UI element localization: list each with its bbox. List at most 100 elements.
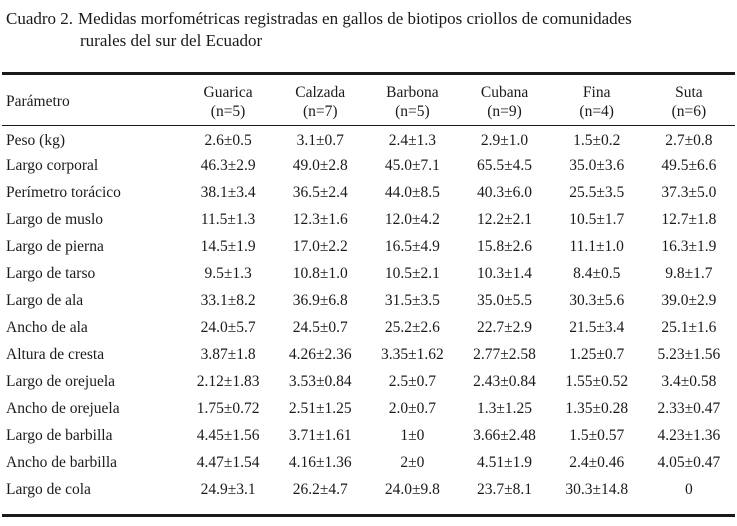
row-parameter-name: Largo de barbilla [6, 426, 113, 444]
table-cell-value: 40.3±6.0 [477, 183, 533, 201]
table-cell-value: 2.4±0.46 [569, 453, 625, 471]
table-cell-value: 65.5±4.5 [477, 156, 533, 174]
table-cell-value: 45.0±7.1 [384, 156, 440, 174]
table-cell-value: 24.0±5.7 [200, 318, 256, 336]
table-cell-value: 33.1±8.2 [200, 291, 256, 309]
table-caption: Cuadro 2. Medidas morfométricas registrad… [6, 8, 732, 52]
column-sample-size: (n=7) [302, 102, 338, 120]
table-cell-value: 0 [685, 480, 693, 498]
table-cell-value: 1.3±1.25 [477, 399, 533, 417]
table-cell-value: 3.1±0.7 [296, 131, 344, 149]
column-header-suta: Suta (n=6) [643, 78, 735, 125]
table-cell-value: 46.3±2.9 [200, 156, 256, 174]
table-cell-value: 30.3±5.6 [569, 291, 625, 309]
table-cell-value: 37.3±5.0 [661, 183, 717, 201]
row-parameter-name: Largo de tarso [6, 264, 96, 282]
caption-number: Cuadro 2. [6, 9, 74, 28]
table-cell-value: 1.5±0.2 [573, 131, 621, 149]
table-cell-value: 12.3±1.6 [292, 210, 348, 228]
table-cell-value: 3.66±2.48 [473, 426, 536, 444]
table-cell-value: 14.5±1.9 [200, 237, 256, 255]
table-cell-value: 4.47±1.54 [196, 453, 260, 471]
table-cell-value: 22.7±2.9 [477, 318, 533, 336]
column-header-guarica: Guarica (n=5) [182, 78, 274, 125]
table-cell-value: 26.2±4.7 [292, 480, 348, 498]
table-cell-value: 2.0±0.7 [388, 399, 437, 417]
table-cell-value: 9.8±1.7 [665, 264, 713, 282]
table-cell-value: 16.3±1.9 [661, 237, 717, 255]
table-row: Largo de tarso 9.5±1.3 10.8±1.0 10.5±2.1 10.… [2, 260, 735, 287]
table-cell-value: 36.5±2.4 [292, 183, 348, 201]
table-cell-value: 4.26±2.36 [288, 345, 352, 363]
column-header-parameter: Parámetro [6, 93, 70, 110]
table-cell-value: 4.51±1.9 [477, 453, 533, 471]
table-cell-value: 10.8±1.0 [292, 264, 348, 282]
row-parameter-name: Altura de cresta [6, 345, 105, 363]
table-cell-value: 25.1±1.6 [661, 318, 717, 336]
table-cell-value: 30.3±14.8 [565, 480, 629, 498]
row-parameter-name: Largo de pierna [6, 237, 104, 255]
table-cell-value: 12.0±4.2 [384, 210, 440, 228]
table-cell-value: 2.4±1.3 [388, 131, 437, 149]
table-cell-value: 1±0 [400, 426, 425, 444]
table-cell-value: 15.8±2.6 [477, 237, 533, 255]
table-cell-value: 38.1±3.4 [200, 183, 256, 201]
column-biotype-name: Calzada [295, 83, 346, 101]
column-sample-size: (n=9) [487, 102, 522, 120]
table-cell-value: 3.87±1.8 [200, 345, 256, 363]
caption-line-1: Cuadro 2. Medidas morfométricas registrad… [6, 8, 732, 30]
table-cell-value: 1.25±0.7 [569, 345, 625, 363]
caption-line-2: rurales del sur del Ecuador [80, 31, 263, 50]
table-cell-value: 39.0±2.9 [661, 291, 717, 309]
table-cell-value: 25.5±3.5 [569, 183, 625, 201]
table-cell-value: 35.0±3.6 [569, 156, 625, 174]
table-row: Largo de pierna 14.5±1.9 17.0±2.2 16.5±4.9 1… [2, 233, 735, 260]
table-cell-value: 4.05±0.47 [657, 453, 721, 471]
table-row: Perímetro torácico 38.1±3.4 36.5±2.4 44.0±8… [2, 179, 735, 206]
table-cell-value: 2.12±1.83 [196, 372, 260, 390]
table-top-rule [2, 72, 735, 75]
table-cell-value: 4.45±1.56 [196, 426, 260, 444]
row-parameter-name: Ancho de barbilla [6, 453, 118, 471]
row-parameter-name: Perímetro torácico [6, 183, 121, 201]
table-cell-value: 2.43±0.84 [473, 372, 536, 390]
table-cell-value: 10.5±2.1 [384, 264, 440, 282]
table-cell-value: 4.23±1.36 [657, 426, 721, 444]
table-cell-value: 12.2±2.1 [477, 210, 533, 228]
table-cell-value: 2.33±0.47 [657, 399, 721, 417]
morphometric-table: Parámetro Guarica (n=5) Calzada (n=7) Barbon… [2, 78, 735, 503]
table-cell-value: 24.9±3.1 [200, 480, 256, 498]
row-parameter-name: Largo corporal [6, 156, 99, 174]
column-sample-size: (n=4) [579, 102, 614, 120]
table-cell-value: 49.5±6.6 [661, 156, 717, 174]
table-bottom-rule [2, 514, 735, 517]
column-biotype-name: Fina [582, 83, 611, 101]
column-header-calzada: Calzada (n=7) [274, 78, 366, 125]
table-row: Largo de ala 33.1±8.2 36.9±6.8 31.5±3.5 35.0… [2, 287, 735, 314]
table-cell-value: 2.7±0.8 [665, 131, 713, 149]
table-cell-value: 16.5±4.9 [384, 237, 440, 255]
row-parameter-name: Ancho de orejuela [6, 399, 120, 417]
column-header-barbona: Barbona (n=5) [366, 78, 458, 125]
row-parameter-name: Ancho de ala [6, 318, 88, 336]
table-cell-value: 10.5±1.7 [569, 210, 625, 228]
table-cell-value: 44.0±8.5 [384, 183, 440, 201]
table-row: Largo de cola 24.9±3.1 26.2±4.7 24.0±9.8 23.… [2, 476, 735, 503]
table-cell-value: 1.75±0.72 [196, 399, 260, 417]
table-body: Peso (kg) 2.6±0.5 3.1±0.7 2.4±1.3 2.9±1.0 1.5… [2, 125, 735, 503]
table-row: Altura de cresta 3.87±1.8 4.26±2.36 3.35±1.… [2, 341, 735, 368]
table-cell-value: 3.4±0.58 [661, 372, 717, 390]
table-cell-value: 10.3±1.4 [477, 264, 533, 282]
caption-title: Medidas morfométricas registradas en gal… [78, 9, 632, 28]
table-cell-value: 1.35±0.28 [565, 399, 629, 417]
table-cell-value: 5.23±1.56 [657, 345, 721, 363]
table-cell-value: 24.0±9.8 [384, 480, 440, 498]
row-parameter-name: Largo de cola [6, 480, 91, 498]
column-header-cubana: Cubana (n=9) [458, 78, 550, 125]
table-cell-value: 23.7±8.1 [477, 480, 533, 498]
table-cell-value: 24.5±0.7 [292, 318, 348, 336]
column-sample-size: (n=6) [671, 102, 707, 120]
table-cell-value: 3.35±1.62 [381, 345, 444, 363]
table-cell-value: 9.5±1.3 [204, 264, 252, 282]
